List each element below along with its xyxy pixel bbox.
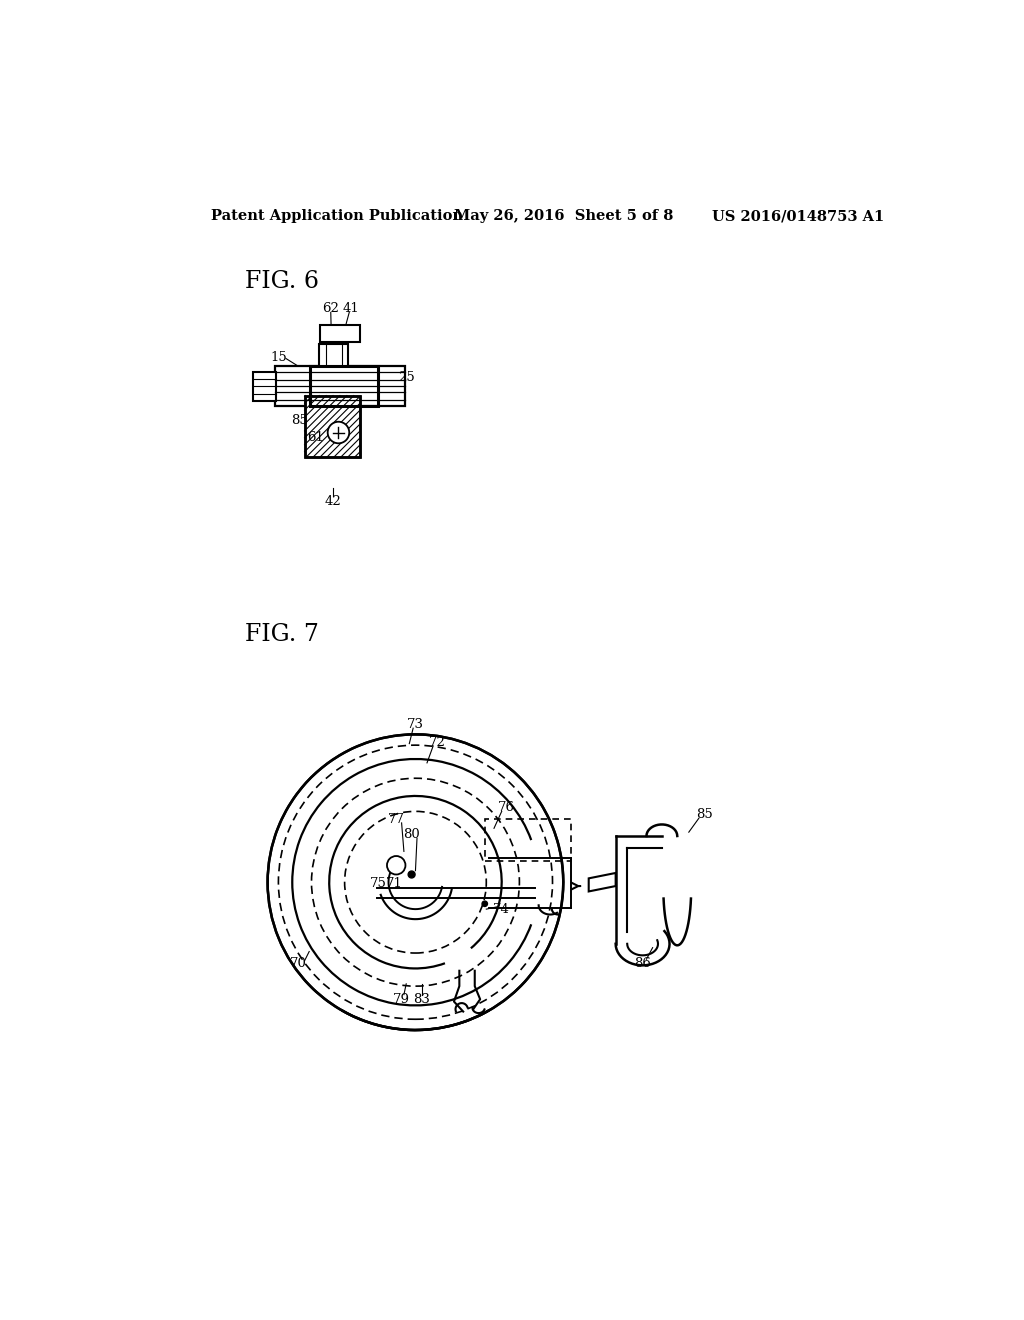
Text: 73: 73 [407, 718, 424, 731]
Text: 83: 83 [413, 993, 430, 1006]
Text: 85: 85 [696, 808, 713, 821]
Bar [304, 396, 360, 457]
Polygon shape [589, 873, 615, 891]
Text: 61: 61 [307, 430, 324, 444]
Text: 74: 74 [494, 903, 510, 916]
Text: FIG. 6: FIG. 6 [245, 271, 318, 293]
Bar [253, 372, 276, 401]
Text: FIG. 7: FIG. 7 [245, 623, 318, 645]
Text: 71: 71 [386, 878, 403, 890]
Bar [274, 367, 406, 407]
Text: US 2016/0148753 A1: US 2016/0148753 A1 [712, 209, 884, 223]
Text: 15: 15 [270, 351, 287, 363]
Text: 76: 76 [498, 801, 515, 814]
Bar [310, 367, 378, 407]
Text: 72: 72 [429, 735, 445, 748]
Circle shape [387, 857, 406, 875]
Text: May 26, 2016  Sheet 5 of 8: May 26, 2016 Sheet 5 of 8 [454, 209, 674, 223]
Text: 77: 77 [388, 813, 404, 825]
Text: Patent Application Publication: Patent Application Publication [211, 209, 464, 223]
Text: 85: 85 [292, 413, 308, 426]
Text: 80: 80 [403, 828, 420, 841]
Text: 42: 42 [325, 495, 341, 508]
Circle shape [328, 422, 349, 444]
Bar [319, 345, 348, 366]
Bar [304, 396, 360, 457]
Text: 70: 70 [290, 957, 307, 970]
Text: 75: 75 [370, 878, 387, 890]
Text: 79: 79 [393, 993, 410, 1006]
Text: 86: 86 [634, 957, 651, 970]
Circle shape [482, 902, 487, 907]
Text: 62: 62 [323, 302, 339, 315]
Bar [484, 818, 571, 862]
Circle shape [409, 871, 415, 878]
Bar [319, 325, 360, 342]
Text: 25: 25 [398, 371, 415, 384]
Text: 41: 41 [342, 302, 359, 315]
